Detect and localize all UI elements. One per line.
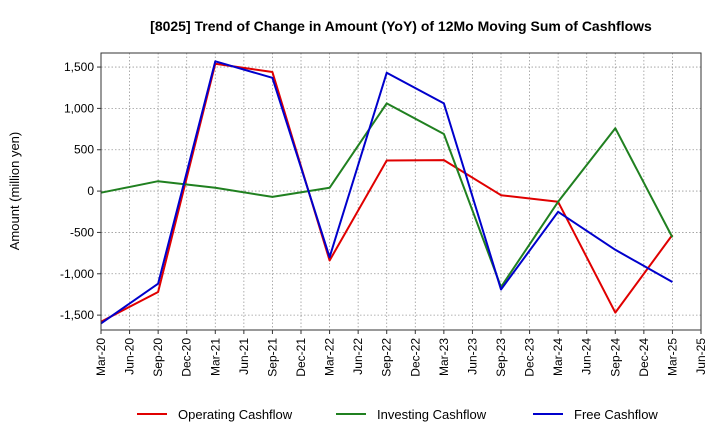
x-tick-label: Jun-25 — [694, 338, 708, 375]
x-tick-label: Dec-23 — [523, 338, 537, 377]
y-tick-label: -500 — [70, 225, 94, 239]
x-tick-label: Mar-25 — [665, 338, 679, 376]
legend: Operating Cashflow Investing Cashflow Free… — [137, 407, 658, 422]
y-tick-label: 500 — [74, 143, 94, 157]
x-tick-label: Dec-21 — [294, 338, 308, 377]
legend-label-investing-cashflow: Investing Cashflow — [377, 407, 487, 422]
x-tick-label: Jun-24 — [580, 338, 594, 375]
legend-label-operating-cashflow: Operating Cashflow — [178, 407, 293, 422]
series-layer — [100, 60, 674, 325]
y-axis-ticks: 1,500 1,000 500 0 -500 -1,000 -1,500 — [60, 60, 101, 322]
x-tick-label: Mar-20 — [94, 338, 108, 376]
x-tick-label: Jun-21 — [237, 338, 251, 375]
x-tick-label: Dec-24 — [637, 338, 651, 377]
grid-layer — [100, 53, 702, 330]
x-tick-label: Jun-20 — [123, 338, 137, 375]
x-tick-label: Sep-21 — [265, 338, 279, 377]
legend-label-free-cashflow: Free Cashflow — [574, 407, 658, 422]
y-tick-label: 1,500 — [64, 60, 94, 74]
x-tick-label: Dec-22 — [408, 338, 422, 377]
x-tick-label: Mar-24 — [551, 338, 565, 376]
chart-title: [8025] Trend of Change in Amount (YoY) o… — [150, 18, 652, 34]
y-axis-label: Amount (million yen) — [7, 132, 22, 251]
x-axis-ticks: Mar-20 Jun-20 Sep-20 Dec-20 Mar-21 Jun-21 Sep-… — [94, 330, 708, 377]
x-tick-label: Sep-24 — [608, 338, 622, 377]
x-tick-label: Sep-23 — [494, 338, 508, 377]
x-tick-label: Jun-23 — [465, 338, 479, 375]
x-tick-label: Dec-20 — [180, 338, 194, 377]
x-tick-label: Sep-22 — [380, 338, 394, 377]
x-tick-label: Mar-22 — [323, 338, 337, 376]
y-tick-label: 1,000 — [64, 101, 94, 115]
y-tick-label: 0 — [87, 184, 94, 198]
x-tick-label: Jun-22 — [351, 338, 365, 375]
plot-area-border — [100, 52, 702, 331]
x-tick-label: Sep-20 — [151, 338, 165, 377]
y-tick-label: -1,500 — [60, 308, 94, 322]
y-tick-label: -1,000 — [60, 267, 94, 281]
x-tick-label: Mar-23 — [437, 338, 451, 376]
x-tick-label: Mar-21 — [208, 338, 222, 376]
